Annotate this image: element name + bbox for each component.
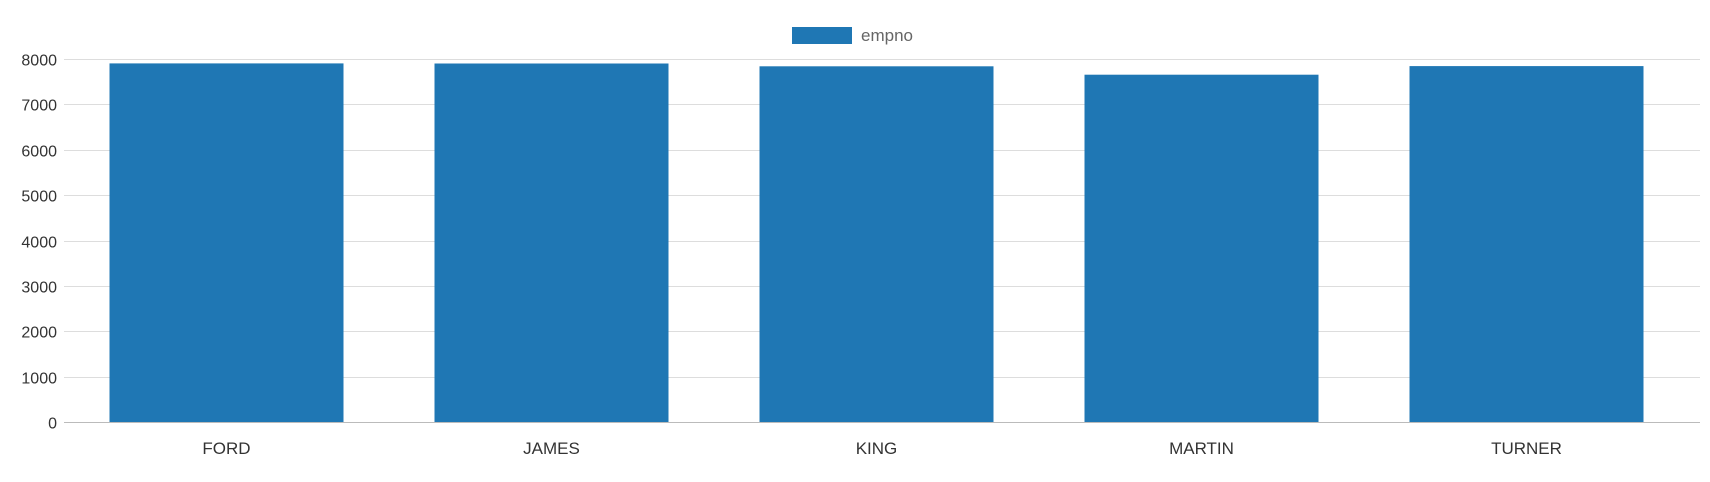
y-tick-label: 3000: [21, 280, 57, 297]
y-tick-label: 8000: [21, 53, 57, 70]
y-tick-label: 5000: [21, 189, 57, 206]
x-tick-label: FORD: [202, 439, 250, 458]
y-axis: 0 1000 2000 3000 4000 5000 6000 7000 8000: [21, 53, 57, 433]
legend[interactable]: empno: [792, 26, 913, 45]
bar-king[interactable]: [759, 66, 994, 423]
x-tick-label: MARTIN: [1169, 439, 1234, 458]
y-tick-label: 2000: [21, 325, 57, 342]
y-tick-label: 1000: [21, 371, 57, 388]
y-tick-label: 0: [48, 416, 57, 433]
x-tick-label: TURNER: [1491, 439, 1562, 458]
y-tick-label: 6000: [21, 144, 57, 161]
y-tick-label: 7000: [21, 98, 57, 115]
legend-swatch-empno[interactable]: [792, 27, 852, 44]
bar-james[interactable]: [434, 63, 669, 423]
x-axis: FORD JAMES KING MARTIN TURNER: [202, 439, 1562, 458]
legend-label-empno[interactable]: empno: [861, 26, 913, 45]
x-tick-label: KING: [856, 439, 898, 458]
x-tick-label: JAMES: [523, 439, 580, 458]
bar-series: [109, 63, 1644, 423]
bar-martin[interactable]: [1084, 74, 1319, 422]
bar-ford[interactable]: [109, 63, 344, 423]
y-tick-label: 4000: [21, 235, 57, 252]
bar-turner[interactable]: [1409, 66, 1644, 422]
